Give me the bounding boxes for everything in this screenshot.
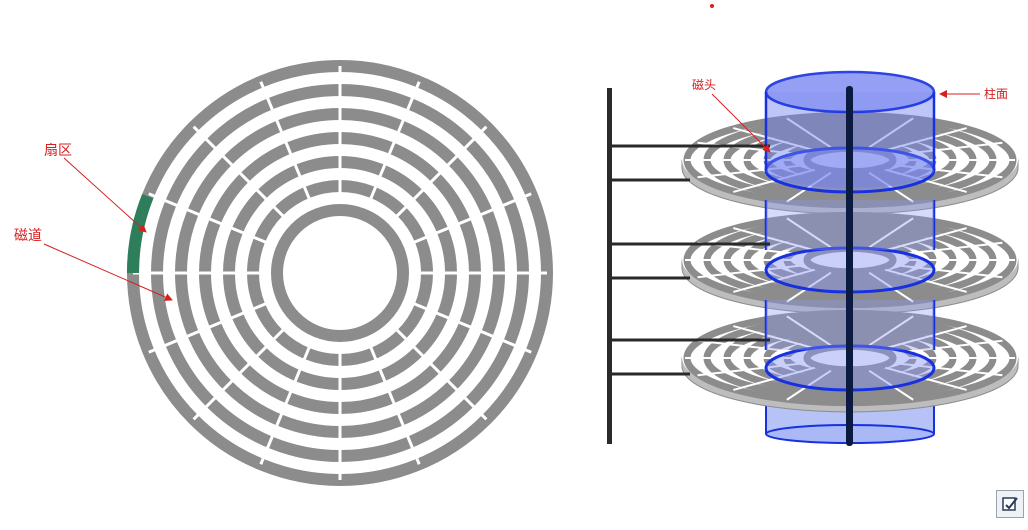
sector-line bbox=[367, 81, 421, 205]
sector-line bbox=[148, 192, 272, 246]
platter-sector-line bbox=[786, 369, 832, 401]
sector-line bbox=[192, 324, 289, 421]
platter-sector-line bbox=[885, 325, 967, 350]
platter-sector-line bbox=[868, 369, 914, 401]
highlighted-sector bbox=[127, 193, 154, 273]
platter-sector-line bbox=[896, 264, 1003, 279]
platter-sector-line bbox=[786, 271, 832, 303]
platter-sector-line bbox=[885, 127, 967, 152]
track-arrow bbox=[43, 243, 173, 301]
platter-top-view bbox=[127, 60, 553, 486]
platter-sector-line bbox=[786, 171, 832, 203]
platter-stack bbox=[607, 70, 1019, 446]
platter-sector-line bbox=[786, 217, 832, 249]
platter-sector-line bbox=[868, 217, 914, 249]
track-label: 磁道 bbox=[14, 228, 42, 244]
head-arrow bbox=[711, 93, 771, 153]
actuator-post bbox=[607, 88, 612, 444]
track-ring bbox=[271, 204, 409, 342]
corner-toggle-button[interactable] bbox=[996, 490, 1024, 518]
platter-sector-line bbox=[896, 362, 1003, 377]
head-label: 磁头 bbox=[692, 77, 716, 92]
platter-sector-line bbox=[896, 241, 1003, 256]
red-dot bbox=[710, 4, 714, 8]
sector-line bbox=[367, 341, 421, 465]
platter-sector-line bbox=[786, 315, 832, 347]
sector-arrow bbox=[63, 157, 147, 233]
platter-sector-line bbox=[896, 339, 1003, 354]
platter-sector-line bbox=[733, 127, 815, 152]
sector-dividers bbox=[133, 66, 547, 480]
platter-sector-line bbox=[868, 271, 914, 303]
platter-sector-line bbox=[896, 141, 1003, 156]
platter-sector-line bbox=[697, 362, 804, 377]
platter-sector-line bbox=[868, 315, 914, 347]
platter-sector-line bbox=[868, 171, 914, 203]
sector-label: 扇区 bbox=[44, 143, 72, 159]
sector-line bbox=[391, 125, 488, 222]
sector-line bbox=[259, 341, 313, 465]
platter-sector-line bbox=[697, 339, 804, 354]
spindle bbox=[846, 86, 853, 446]
sector-line bbox=[408, 300, 532, 354]
platter-sector-line bbox=[868, 117, 914, 149]
checkbox-icon bbox=[1002, 497, 1018, 511]
platter-sector-line bbox=[697, 164, 804, 179]
sector-line bbox=[148, 300, 272, 354]
platter-sector-line bbox=[733, 325, 815, 350]
head-arms bbox=[610, 144, 770, 376]
platter-sector-line bbox=[885, 227, 967, 252]
cylinder-label: 柱面 bbox=[984, 86, 1008, 101]
sector-line bbox=[259, 81, 313, 205]
platter-sector-line bbox=[697, 264, 804, 279]
platter-sector-line bbox=[786, 117, 832, 149]
platter-sector-line bbox=[896, 164, 1003, 179]
platter-sector-line bbox=[733, 227, 815, 252]
sector-line bbox=[391, 324, 488, 421]
sector-line bbox=[192, 125, 289, 222]
sector-line bbox=[408, 192, 532, 246]
